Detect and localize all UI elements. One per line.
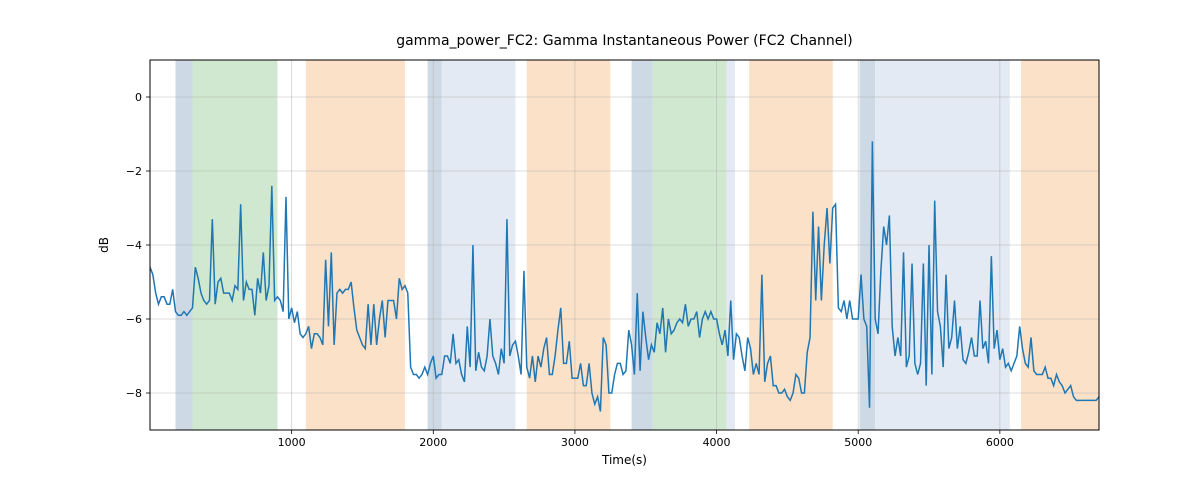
ytick--4: −4 xyxy=(126,239,142,252)
xtick-4000: 4000 xyxy=(703,436,731,449)
xtick-2000: 2000 xyxy=(419,436,447,449)
xtick-5000: 5000 xyxy=(844,436,872,449)
ytick--8: −8 xyxy=(126,387,142,400)
ytick-0: 0 xyxy=(135,91,142,104)
xtick-1000: 1000 xyxy=(278,436,306,449)
xtick-3000: 3000 xyxy=(561,436,589,449)
chart-container: 1000 2000 3000 4000 5000 6000 −8 −6 −4 −2 0 Time(s)… xyxy=(0,0,1200,500)
ytick--6: −6 xyxy=(126,313,142,326)
y-axis-label: dB xyxy=(97,237,111,253)
x-axis-label: Time(s) xyxy=(601,453,647,467)
chart-title: gamma_power_FC2: Gamma Instantaneous Pow… xyxy=(396,33,853,49)
ytick--2: −2 xyxy=(126,165,142,178)
chart-svg: 1000 2000 3000 4000 5000 6000 −8 −6 −4 −2 0 Time(s)… xyxy=(0,0,1200,500)
xtick-6000: 6000 xyxy=(986,436,1014,449)
